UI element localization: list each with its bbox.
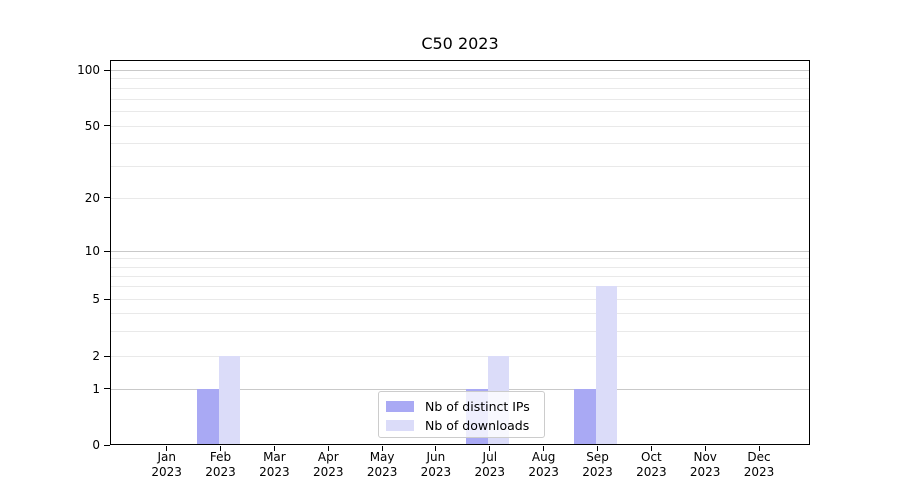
- x-tick-apr: [327, 446, 329, 451]
- x-label-year: 2023: [689, 465, 721, 479]
- bar-nb-of-distinct-ips-feb: [197, 388, 219, 445]
- x-label-year: 2023: [366, 465, 398, 479]
- x-tick-aug: [543, 446, 545, 451]
- x-label-year: 2023: [528, 465, 559, 479]
- minor-gridline-80: [111, 87, 809, 89]
- y-tick-label-1: 1: [92, 381, 100, 396]
- gridline-50: [111, 125, 809, 127]
- y-tick-2: [104, 355, 110, 357]
- x-tick-may: [381, 446, 383, 451]
- x-label-year: 2023: [474, 465, 506, 479]
- x-label-month: Mar: [263, 450, 286, 464]
- gridline-100: [111, 70, 809, 71]
- x-label-month: Dec: [747, 450, 771, 464]
- minor-gridline-8: [111, 266, 809, 268]
- x-tick-jun: [435, 446, 437, 451]
- x-tick-jul: [489, 446, 491, 451]
- x-label-mar: Mar 2023: [246, 450, 302, 480]
- x-label-may: May 2023: [354, 450, 410, 480]
- minor-gridline-30: [111, 165, 809, 167]
- x-label-year: 2023: [743, 465, 775, 479]
- legend-swatch-distinct-ips: [386, 401, 414, 412]
- y-tick-label-0: 0: [92, 438, 100, 452]
- x-label-sep: Sep 2023: [570, 450, 626, 480]
- x-label-month: Jul: [482, 450, 498, 464]
- gridline-20: [111, 197, 809, 199]
- minor-gridline-40: [111, 143, 809, 144]
- x-label-month: May: [369, 450, 395, 464]
- y-tick-label-100: 100: [77, 63, 100, 77]
- minor-gridline-70: [111, 98, 809, 100]
- x-tick-mar: [273, 446, 275, 451]
- y-tick-5: [104, 298, 110, 300]
- x-label-feb: Feb 2023: [193, 450, 249, 480]
- x-label-year: 2023: [259, 465, 290, 479]
- minor-gridline-4: [111, 312, 809, 314]
- x-label-nov: Nov 2023: [677, 450, 733, 480]
- bar-nb-of-downloads-sep: [595, 286, 617, 445]
- minor-gridline-9: [111, 258, 809, 260]
- bar-nb-of-downloads-feb: [218, 356, 240, 445]
- y-tick-1: [104, 388, 110, 389]
- x-tick-jan: [166, 446, 168, 451]
- x-label-year: 2023: [313, 465, 344, 479]
- y-tick-label-50: 50: [84, 118, 100, 133]
- x-tick-oct: [650, 446, 652, 451]
- x-label-jun: Jun 2023: [408, 450, 464, 480]
- x-label-jan: Jan 2023: [139, 450, 195, 480]
- x-tick-dec: [758, 446, 760, 451]
- legend-label-distinct-ips: Nb of distinct IPs: [425, 399, 530, 414]
- gridline-10: [111, 251, 809, 252]
- x-label-jul: Jul 2023: [462, 450, 518, 480]
- x-label-month: Feb: [209, 450, 232, 464]
- bar-nb-of-distinct-ips-sep: [574, 388, 596, 445]
- chart-title: C50 2023: [421, 34, 499, 53]
- x-label-apr: Apr 2023: [300, 450, 356, 480]
- legend-label-downloads: Nb of downloads: [425, 418, 530, 433]
- gridline-1: [111, 388, 809, 390]
- x-label-year: 2023: [636, 465, 667, 479]
- y-tick-10: [104, 250, 110, 252]
- y-tick-100: [104, 69, 110, 71]
- x-label-oct: Oct 2023: [623, 450, 679, 480]
- x-label-aug: Aug 2023: [516, 450, 572, 480]
- x-label-year: 2023: [205, 465, 236, 479]
- minor-gridline-60: [111, 110, 809, 112]
- legend-entry-distinct-ips: Nb of distinct IPs: [386, 397, 537, 416]
- minor-gridline-90: [111, 78, 809, 80]
- x-label-year: 2023: [151, 465, 182, 479]
- x-tick-nov: [704, 446, 706, 451]
- x-label-month: Jun: [426, 450, 446, 464]
- x-label-month: Aug: [531, 450, 556, 464]
- legend-entry-downloads: Nb of downloads: [386, 416, 537, 435]
- minor-gridline-6: [111, 286, 809, 288]
- y-tick-50: [104, 125, 110, 126]
- minor-gridline-7: [111, 275, 809, 277]
- y-tick-label-5: 5: [92, 292, 100, 306]
- x-label-year: 2023: [582, 465, 613, 479]
- x-label-month: Nov: [693, 450, 717, 464]
- y-tick-0: [104, 444, 110, 446]
- x-label-dec: Dec 2023: [731, 450, 787, 480]
- gridline-2: [111, 356, 809, 357]
- y-tick-label-20: 20: [84, 190, 100, 205]
- y-tick-20: [104, 197, 110, 198]
- x-label-month: Apr: [317, 450, 339, 464]
- minor-gridline-3: [111, 330, 809, 332]
- x-label-month: Oct: [641, 450, 662, 464]
- legend-swatch-downloads: [386, 420, 414, 431]
- x-label-month: Jan: [157, 450, 176, 464]
- y-tick-label-10: 10: [84, 244, 100, 258]
- gridline-5: [111, 299, 809, 300]
- plot-area: [110, 60, 810, 445]
- legend: Nb of distinct IPs Nb of downloads: [378, 391, 545, 438]
- x-tick-feb: [220, 446, 221, 451]
- x-tick-sep: [597, 446, 598, 451]
- x-label-year: 2023: [420, 465, 452, 479]
- x-label-month: Sep: [586, 450, 609, 464]
- y-tick-label-2: 2: [92, 349, 100, 363]
